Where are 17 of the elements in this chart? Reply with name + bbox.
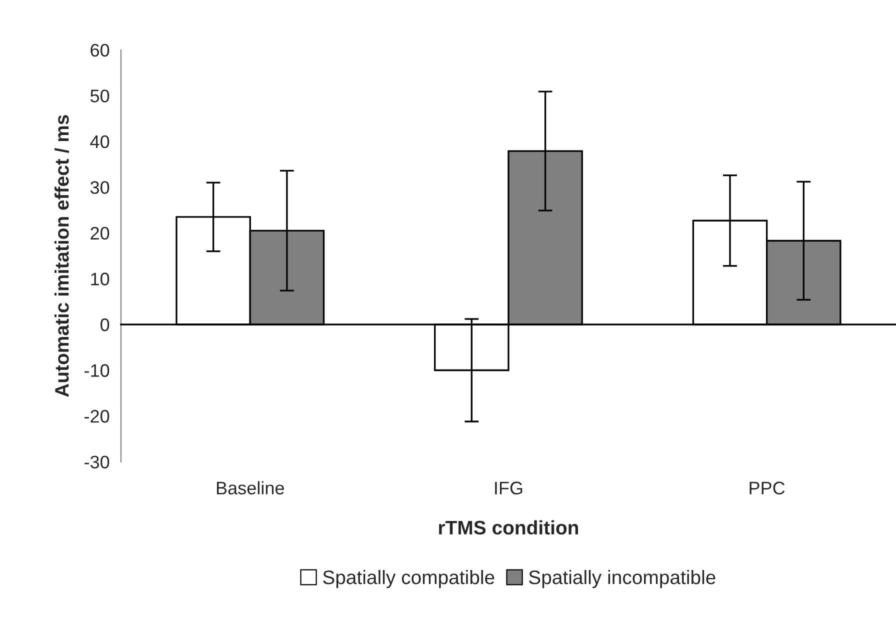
x-tick-label: IFG — [495, 482, 522, 494]
x-axis-title: rTMS condition — [439, 520, 578, 535]
y-tick-label: 10 — [91, 272, 110, 286]
y-tick-label: -10 — [84, 364, 110, 377]
legend-label: Spatially incompatible — [529, 570, 716, 588]
x-tick-label: Baseline — [216, 481, 284, 494]
y-axis-title: Automatic imitation effect / ms — [54, 115, 69, 397]
y-tick-label: 0 — [100, 318, 110, 332]
y-tick-label: 40 — [90, 135, 110, 148]
y-tick-label: 50 — [90, 90, 110, 102]
x-tick-label: PPC — [750, 482, 785, 494]
legend-label: Spatially compatible — [323, 570, 494, 588]
y-tick-label: 30 — [90, 181, 110, 194]
y-tick-label: -30 — [84, 456, 110, 468]
y-tick-label: 20 — [90, 226, 110, 240]
y-tick-label: -20 — [84, 410, 110, 423]
y-tick-label: 60 — [90, 44, 110, 57]
